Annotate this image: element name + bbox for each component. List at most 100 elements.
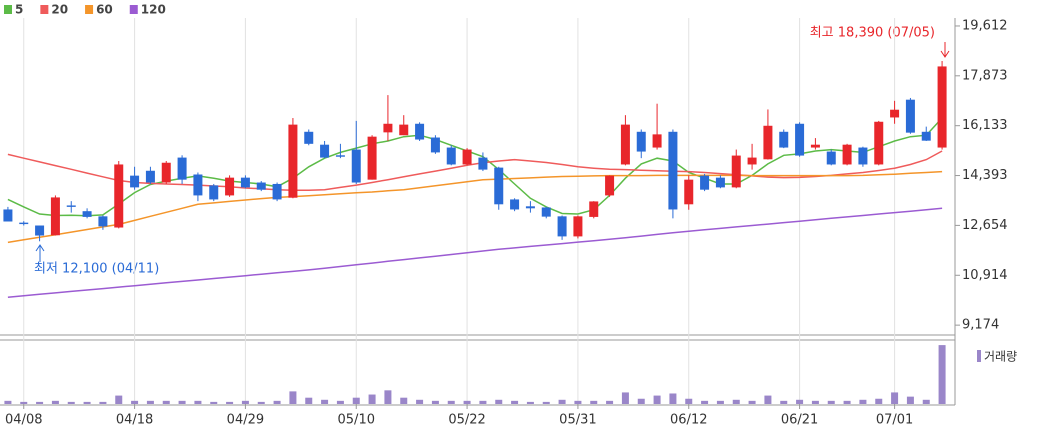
candle-body [937, 66, 947, 148]
volume-bar [811, 400, 819, 404]
y-tick-label: 17,873 [962, 68, 1008, 83]
volume-bar [210, 401, 218, 404]
volume-bar [447, 400, 455, 404]
volume-bar [891, 392, 899, 404]
volume-bar [922, 399, 930, 404]
candle-body [161, 162, 171, 183]
volume-bar [178, 400, 186, 404]
x-tick-label: 05/22 [448, 413, 485, 428]
volume-bar [146, 400, 154, 404]
candle-body [747, 157, 757, 165]
candle-body [525, 206, 535, 209]
x-tick-label: 05/10 [338, 413, 375, 428]
y-tick-label: 16,133 [962, 118, 1008, 133]
candle-body [304, 131, 314, 144]
x-tick-label: 04/29 [227, 413, 264, 428]
candle-body [288, 124, 298, 198]
volume-bar [131, 400, 139, 404]
candle-body [351, 149, 361, 183]
volume-bar [384, 390, 392, 404]
legend-swatch [129, 5, 138, 14]
volume-bar [511, 400, 519, 404]
candle-body [335, 155, 345, 157]
volume-bar [843, 400, 851, 404]
volume-bar [732, 399, 740, 404]
candle-body [890, 109, 900, 118]
volume-bar [20, 401, 28, 404]
volume-bar [416, 399, 424, 404]
y-tick-label: 14,393 [962, 168, 1008, 183]
legend-swatch [85, 5, 94, 14]
candle-body [50, 197, 60, 236]
x-tick-label: 06/12 [670, 413, 707, 428]
volume-bar [526, 401, 534, 404]
candle-body [130, 175, 140, 188]
annotation-low: 최저 12,100 (04/11) [34, 244, 159, 277]
volume-bar [257, 401, 265, 404]
volume-bar [4, 400, 12, 404]
candle-body [905, 99, 915, 133]
candle-body [668, 131, 678, 210]
volume-bar [241, 400, 249, 404]
candle-body [510, 199, 520, 210]
candle-body [589, 201, 599, 217]
volume-bar [368, 394, 376, 404]
x-tick-label: 04/18 [116, 413, 153, 428]
candle-body [383, 123, 393, 133]
volume-bar [669, 393, 677, 404]
candle-body [605, 175, 615, 196]
volume-bar [336, 400, 344, 404]
legend-swatch [977, 350, 981, 362]
candle-body [921, 131, 931, 141]
y-tick-label: 12,654 [962, 218, 1008, 233]
candle-body [826, 151, 836, 165]
ma-line [7, 150, 943, 192]
candle-body [858, 147, 868, 165]
candle-body [225, 177, 235, 196]
volume-bar [226, 401, 234, 404]
candle-body [367, 136, 377, 180]
x-tick-label: 06/21 [781, 413, 818, 428]
volume-bar [162, 400, 170, 404]
candle-body [66, 205, 76, 207]
volume-bar [289, 391, 297, 404]
volume-bar [906, 396, 914, 404]
candle-body [256, 182, 266, 190]
candle-body [842, 144, 852, 165]
x-tick-label: 07/01 [876, 413, 913, 428]
annotation-high: 최고 18,390 (07/05) [810, 26, 950, 58]
candle-body [209, 185, 219, 200]
candle-body [177, 157, 187, 180]
volume-bar [606, 400, 614, 404]
candle-body [795, 123, 805, 156]
candle-body [35, 225, 45, 236]
volume-bar [67, 401, 75, 404]
annotation-arrow [940, 50, 950, 58]
y-tick-label: 10,914 [962, 268, 1008, 283]
candle-body [145, 170, 155, 183]
volume-bar [796, 399, 804, 404]
candle-body [415, 123, 425, 140]
candle-body [763, 125, 773, 160]
candle-body [779, 131, 789, 148]
candle-body [320, 144, 330, 158]
volume-bar [716, 400, 724, 404]
volume-bar [590, 400, 598, 404]
legend-label: 60 [96, 3, 113, 17]
candle-body [494, 167, 504, 205]
volume-bar [875, 398, 883, 404]
volume-bar [558, 399, 566, 404]
volume-bar [400, 397, 408, 404]
volume-bar [637, 398, 645, 404]
volume-bar [115, 395, 123, 404]
candle-body [636, 131, 646, 152]
volume-bar [827, 400, 835, 404]
volume-bar [273, 400, 281, 404]
candle-body [399, 124, 409, 136]
volume-bar [352, 397, 360, 404]
legend-swatch [40, 5, 49, 14]
legend-label: 거래량 [984, 350, 1017, 364]
y-tick-label: 19,612 [962, 18, 1008, 33]
candle-body [573, 216, 583, 237]
